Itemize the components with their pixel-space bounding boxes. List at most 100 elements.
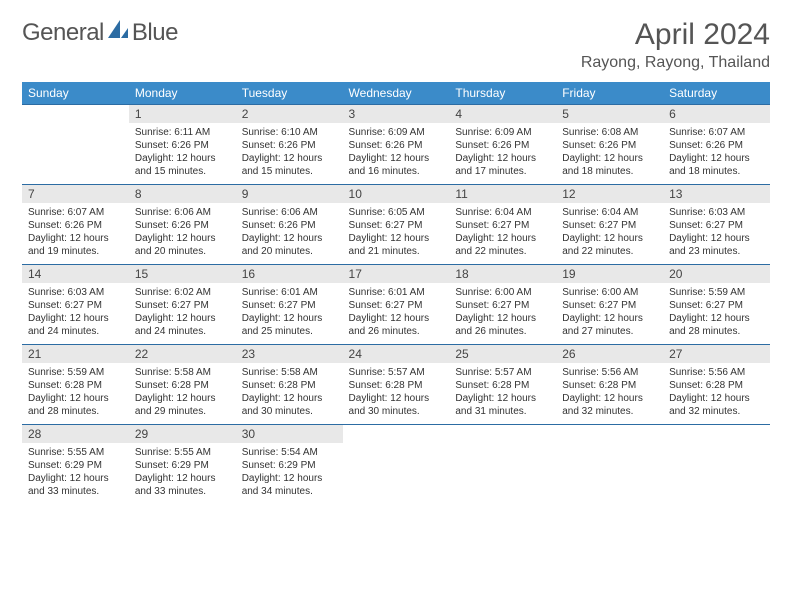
calendar-week-row: 1Sunrise: 6:11 AMSunset: 6:26 PMDaylight… xyxy=(22,104,770,184)
calendar-cell: 18Sunrise: 6:00 AMSunset: 6:27 PMDayligh… xyxy=(449,264,556,344)
sunrise-line: Sunrise: 6:01 AM xyxy=(242,286,337,299)
sail-icon xyxy=(106,18,130,47)
sunrise-line: Sunrise: 6:05 AM xyxy=(349,206,444,219)
daylight-line: Daylight: 12 hours and 16 minutes. xyxy=(349,152,444,178)
day-number: 20 xyxy=(663,264,770,283)
calendar-cell: 10Sunrise: 6:05 AMSunset: 6:27 PMDayligh… xyxy=(343,184,450,264)
day-number: 29 xyxy=(129,424,236,443)
day-number: 16 xyxy=(236,264,343,283)
sunset-line: Sunset: 6:29 PM xyxy=(28,459,123,472)
day-number: 28 xyxy=(22,424,129,443)
sunset-line: Sunset: 6:27 PM xyxy=(455,299,550,312)
sunset-line: Sunset: 6:26 PM xyxy=(669,139,764,152)
day-details: Sunrise: 6:04 AMSunset: 6:27 PMDaylight:… xyxy=(449,203,556,264)
daylight-line: Daylight: 12 hours and 20 minutes. xyxy=(135,232,230,258)
day-number: 21 xyxy=(22,344,129,363)
day-details: Sunrise: 5:57 AMSunset: 6:28 PMDaylight:… xyxy=(343,363,450,424)
day-number: 27 xyxy=(663,344,770,363)
empty-day xyxy=(556,424,663,442)
day-number: 3 xyxy=(343,104,450,123)
daylight-line: Daylight: 12 hours and 22 minutes. xyxy=(455,232,550,258)
sunrise-line: Sunrise: 5:58 AM xyxy=(242,366,337,379)
day-number: 13 xyxy=(663,184,770,203)
sunrise-line: Sunrise: 5:59 AM xyxy=(28,366,123,379)
calendar-cell: 30Sunrise: 5:54 AMSunset: 6:29 PMDayligh… xyxy=(236,424,343,504)
location-subtitle: Rayong, Rayong, Thailand xyxy=(581,54,770,72)
calendar-week-row: 21Sunrise: 5:59 AMSunset: 6:28 PMDayligh… xyxy=(22,344,770,424)
calendar-cell: 11Sunrise: 6:04 AMSunset: 6:27 PMDayligh… xyxy=(449,184,556,264)
calendar-cell: 26Sunrise: 5:56 AMSunset: 6:28 PMDayligh… xyxy=(556,344,663,424)
day-details: Sunrise: 6:03 AMSunset: 6:27 PMDaylight:… xyxy=(22,283,129,344)
day-details: Sunrise: 6:01 AMSunset: 6:27 PMDaylight:… xyxy=(343,283,450,344)
day-details: Sunrise: 6:06 AMSunset: 6:26 PMDaylight:… xyxy=(236,203,343,264)
sunrise-line: Sunrise: 6:02 AM xyxy=(135,286,230,299)
calendar-cell: 2Sunrise: 6:10 AMSunset: 6:26 PMDaylight… xyxy=(236,104,343,184)
sunrise-line: Sunrise: 5:55 AM xyxy=(28,446,123,459)
day-details: Sunrise: 5:56 AMSunset: 6:28 PMDaylight:… xyxy=(556,363,663,424)
sunset-line: Sunset: 6:27 PM xyxy=(455,219,550,232)
calendar-cell: 25Sunrise: 5:57 AMSunset: 6:28 PMDayligh… xyxy=(449,344,556,424)
sunset-line: Sunset: 6:27 PM xyxy=(669,219,764,232)
day-number: 10 xyxy=(343,184,450,203)
daylight-line: Daylight: 12 hours and 34 minutes. xyxy=(242,472,337,498)
sunset-line: Sunset: 6:28 PM xyxy=(669,379,764,392)
calendar-cell: 15Sunrise: 6:02 AMSunset: 6:27 PMDayligh… xyxy=(129,264,236,344)
sunrise-line: Sunrise: 6:03 AM xyxy=(669,206,764,219)
weekday-header: Sunday xyxy=(22,82,129,104)
daylight-line: Daylight: 12 hours and 26 minutes. xyxy=(349,312,444,338)
daylight-line: Daylight: 12 hours and 30 minutes. xyxy=(349,392,444,418)
sunrise-line: Sunrise: 6:04 AM xyxy=(562,206,657,219)
daylight-line: Daylight: 12 hours and 29 minutes. xyxy=(135,392,230,418)
calendar-cell: 24Sunrise: 5:57 AMSunset: 6:28 PMDayligh… xyxy=(343,344,450,424)
day-details: Sunrise: 6:00 AMSunset: 6:27 PMDaylight:… xyxy=(449,283,556,344)
day-details: Sunrise: 6:06 AMSunset: 6:26 PMDaylight:… xyxy=(129,203,236,264)
day-details: Sunrise: 5:59 AMSunset: 6:27 PMDaylight:… xyxy=(663,283,770,344)
weekday-header: Wednesday xyxy=(343,82,450,104)
empty-day xyxy=(449,424,556,442)
day-details: Sunrise: 5:54 AMSunset: 6:29 PMDaylight:… xyxy=(236,443,343,504)
sunset-line: Sunset: 6:28 PM xyxy=(242,379,337,392)
day-details: Sunrise: 5:57 AMSunset: 6:28 PMDaylight:… xyxy=(449,363,556,424)
sunrise-line: Sunrise: 5:58 AM xyxy=(135,366,230,379)
day-details: Sunrise: 6:08 AMSunset: 6:26 PMDaylight:… xyxy=(556,123,663,184)
calendar-cell: 22Sunrise: 5:58 AMSunset: 6:28 PMDayligh… xyxy=(129,344,236,424)
daylight-line: Daylight: 12 hours and 24 minutes. xyxy=(135,312,230,338)
sunrise-line: Sunrise: 6:00 AM xyxy=(455,286,550,299)
day-number: 11 xyxy=(449,184,556,203)
calendar-cell: 28Sunrise: 5:55 AMSunset: 6:29 PMDayligh… xyxy=(22,424,129,504)
day-details: Sunrise: 6:11 AMSunset: 6:26 PMDaylight:… xyxy=(129,123,236,184)
sunrise-line: Sunrise: 5:59 AM xyxy=(669,286,764,299)
calendar-cell xyxy=(556,424,663,504)
day-number: 6 xyxy=(663,104,770,123)
weekday-header: Saturday xyxy=(663,82,770,104)
daylight-line: Daylight: 12 hours and 20 minutes. xyxy=(242,232,337,258)
day-details: Sunrise: 6:10 AMSunset: 6:26 PMDaylight:… xyxy=(236,123,343,184)
day-number: 9 xyxy=(236,184,343,203)
empty-day xyxy=(343,424,450,442)
day-details: Sunrise: 5:55 AMSunset: 6:29 PMDaylight:… xyxy=(22,443,129,504)
empty-day xyxy=(22,104,129,122)
day-number: 23 xyxy=(236,344,343,363)
calendar-week-row: 7Sunrise: 6:07 AMSunset: 6:26 PMDaylight… xyxy=(22,184,770,264)
sunrise-line: Sunrise: 5:57 AM xyxy=(349,366,444,379)
sunset-line: Sunset: 6:26 PM xyxy=(242,219,337,232)
calendar-cell: 9Sunrise: 6:06 AMSunset: 6:26 PMDaylight… xyxy=(236,184,343,264)
daylight-line: Daylight: 12 hours and 22 minutes. xyxy=(562,232,657,258)
sunrise-line: Sunrise: 6:01 AM xyxy=(349,286,444,299)
calendar-week-row: 28Sunrise: 5:55 AMSunset: 6:29 PMDayligh… xyxy=(22,424,770,504)
calendar-cell: 7Sunrise: 6:07 AMSunset: 6:26 PMDaylight… xyxy=(22,184,129,264)
sunrise-line: Sunrise: 5:55 AM xyxy=(135,446,230,459)
sunrise-line: Sunrise: 6:00 AM xyxy=(562,286,657,299)
calendar-cell xyxy=(449,424,556,504)
day-number: 8 xyxy=(129,184,236,203)
sunset-line: Sunset: 6:28 PM xyxy=(349,379,444,392)
daylight-line: Daylight: 12 hours and 23 minutes. xyxy=(669,232,764,258)
day-details: Sunrise: 6:01 AMSunset: 6:27 PMDaylight:… xyxy=(236,283,343,344)
day-details: Sunrise: 5:58 AMSunset: 6:28 PMDaylight:… xyxy=(129,363,236,424)
day-details: Sunrise: 6:04 AMSunset: 6:27 PMDaylight:… xyxy=(556,203,663,264)
daylight-line: Daylight: 12 hours and 21 minutes. xyxy=(349,232,444,258)
calendar-cell: 13Sunrise: 6:03 AMSunset: 6:27 PMDayligh… xyxy=(663,184,770,264)
sunset-line: Sunset: 6:26 PM xyxy=(455,139,550,152)
day-details: Sunrise: 6:03 AMSunset: 6:27 PMDaylight:… xyxy=(663,203,770,264)
sunset-line: Sunset: 6:27 PM xyxy=(562,219,657,232)
